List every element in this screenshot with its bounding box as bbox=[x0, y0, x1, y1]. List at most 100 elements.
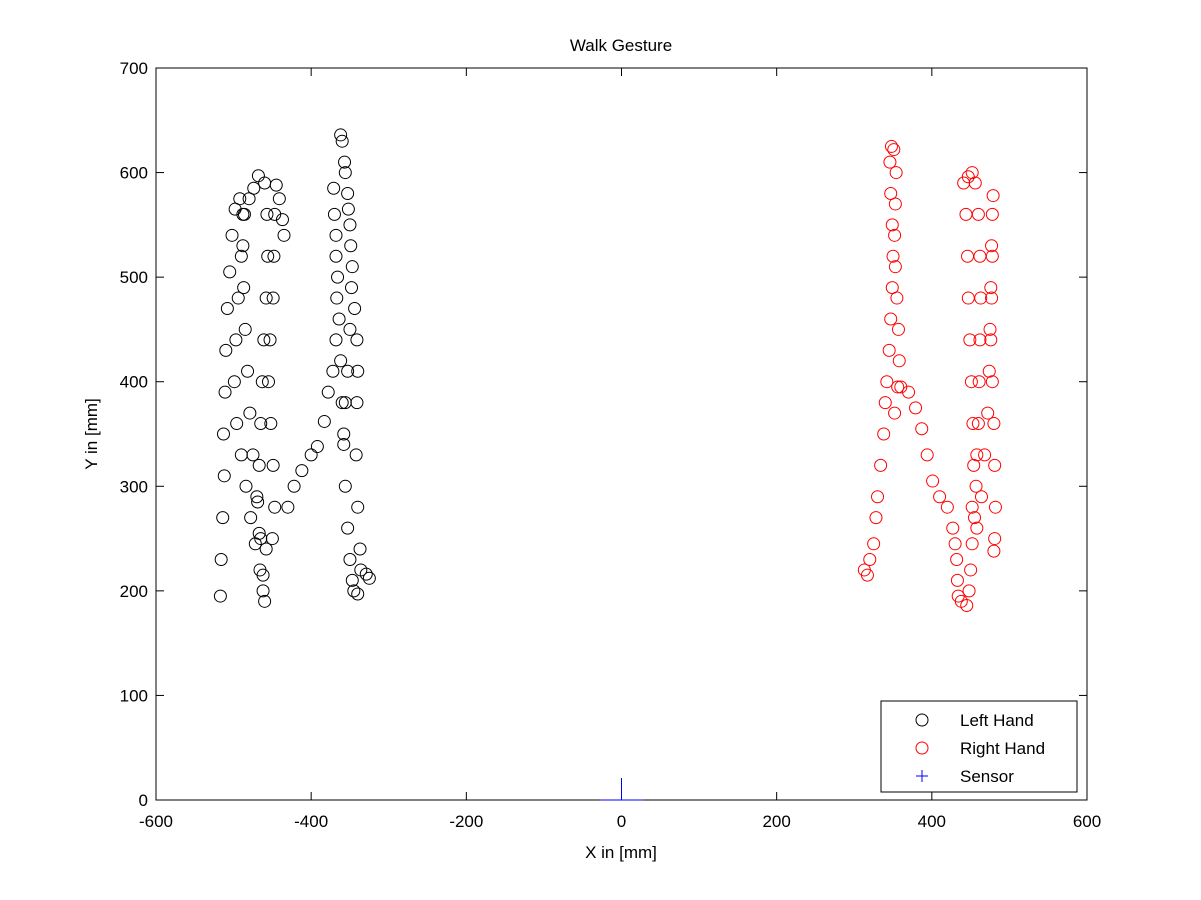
data-point bbox=[988, 500, 1002, 514]
data-point bbox=[345, 573, 359, 587]
legend-swatch bbox=[915, 713, 929, 727]
data-point bbox=[960, 598, 974, 612]
data-point bbox=[933, 490, 947, 504]
data-point bbox=[269, 178, 283, 192]
data-point bbox=[359, 567, 373, 581]
data-point bbox=[984, 281, 998, 295]
data-point bbox=[266, 291, 280, 305]
data-point bbox=[860, 568, 874, 582]
data-point bbox=[345, 260, 359, 274]
x-tick-label: 0 bbox=[617, 812, 626, 831]
data-point bbox=[957, 176, 971, 190]
data-point bbox=[326, 364, 340, 378]
data-point bbox=[250, 490, 264, 504]
data-point bbox=[237, 207, 251, 221]
data-point bbox=[287, 479, 301, 493]
data-point bbox=[882, 343, 896, 357]
data-point bbox=[985, 291, 999, 305]
data-point bbox=[350, 333, 364, 347]
data-point bbox=[337, 427, 351, 441]
legend-swatch bbox=[915, 741, 929, 755]
data-point bbox=[236, 239, 250, 253]
data-point bbox=[252, 458, 266, 472]
data-point bbox=[252, 526, 266, 540]
x-tick-label: 600 bbox=[1073, 812, 1101, 831]
series-left-hand bbox=[213, 128, 376, 608]
data-point bbox=[888, 406, 902, 420]
x-tick-label: -600 bbox=[139, 812, 173, 831]
data-point bbox=[986, 189, 1000, 203]
data-point bbox=[343, 552, 357, 566]
data-point bbox=[988, 532, 1002, 546]
data-point bbox=[341, 186, 355, 200]
data-point bbox=[887, 143, 901, 157]
data-point bbox=[335, 134, 349, 148]
data-point bbox=[338, 166, 352, 180]
data-point bbox=[888, 228, 902, 242]
data-point bbox=[264, 417, 278, 431]
data-point bbox=[915, 422, 929, 436]
y-tick-label: 600 bbox=[120, 164, 148, 183]
data-point bbox=[256, 568, 270, 582]
y-tick-label: 100 bbox=[120, 686, 148, 705]
data-point bbox=[251, 495, 265, 509]
data-point bbox=[213, 589, 227, 603]
x-tick-label: -400 bbox=[294, 812, 328, 831]
data-point bbox=[987, 417, 1001, 431]
data-point bbox=[984, 333, 998, 347]
data-point bbox=[338, 479, 352, 493]
data-point bbox=[950, 552, 964, 566]
data-point bbox=[257, 333, 271, 347]
data-point bbox=[321, 385, 335, 399]
y-axis-label: Y in [mm] bbox=[82, 398, 101, 469]
data-point bbox=[362, 571, 376, 585]
data-point bbox=[963, 333, 977, 347]
data-point bbox=[216, 511, 230, 525]
data-point bbox=[884, 312, 898, 326]
data-point bbox=[265, 532, 279, 546]
data-point bbox=[343, 218, 357, 232]
data-point bbox=[973, 333, 987, 347]
x-axis-ticks: -600 -400 -200 0 200 400 600 bbox=[139, 68, 1101, 831]
data-point bbox=[889, 166, 903, 180]
data-point bbox=[223, 265, 237, 279]
data-point bbox=[348, 302, 362, 316]
data-point bbox=[256, 584, 270, 598]
data-point bbox=[225, 228, 239, 242]
data-point bbox=[234, 249, 248, 263]
data-point bbox=[981, 406, 995, 420]
data-point bbox=[884, 139, 898, 153]
data-point bbox=[337, 437, 351, 451]
data-point bbox=[969, 479, 983, 493]
data-point bbox=[229, 333, 243, 347]
data-point bbox=[888, 260, 902, 274]
y-tick-label: 0 bbox=[139, 791, 148, 810]
data-point bbox=[351, 364, 365, 378]
data-point bbox=[967, 458, 981, 472]
data-point bbox=[247, 181, 261, 195]
data-point bbox=[890, 291, 904, 305]
data-point bbox=[304, 448, 318, 462]
data-point bbox=[261, 375, 275, 389]
data-point bbox=[327, 207, 341, 221]
data-point bbox=[892, 354, 906, 368]
data-point bbox=[959, 207, 973, 221]
data-point bbox=[964, 375, 978, 389]
data-point bbox=[909, 401, 923, 415]
legend-label: Sensor bbox=[960, 767, 1014, 786]
data-point bbox=[961, 291, 975, 305]
data-point bbox=[238, 322, 252, 336]
data-point bbox=[972, 375, 986, 389]
data-point bbox=[272, 192, 286, 206]
data-point bbox=[329, 249, 343, 263]
data-point bbox=[891, 380, 905, 394]
data-point bbox=[263, 333, 277, 347]
data-point bbox=[246, 448, 260, 462]
data-point bbox=[341, 521, 355, 535]
series-sensor bbox=[599, 778, 644, 801]
data-point bbox=[331, 270, 345, 284]
x-tick-label: 200 bbox=[762, 812, 790, 831]
data-point bbox=[261, 249, 275, 263]
data-point bbox=[227, 375, 241, 389]
